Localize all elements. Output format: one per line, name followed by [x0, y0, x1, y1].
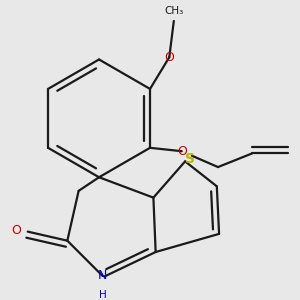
Text: CH₃: CH₃ — [164, 6, 183, 16]
Text: N: N — [98, 269, 107, 282]
Text: O: O — [164, 51, 174, 64]
Text: O: O — [11, 224, 21, 237]
Text: S: S — [184, 152, 195, 166]
Text: H: H — [99, 290, 106, 300]
Text: O: O — [177, 145, 187, 158]
